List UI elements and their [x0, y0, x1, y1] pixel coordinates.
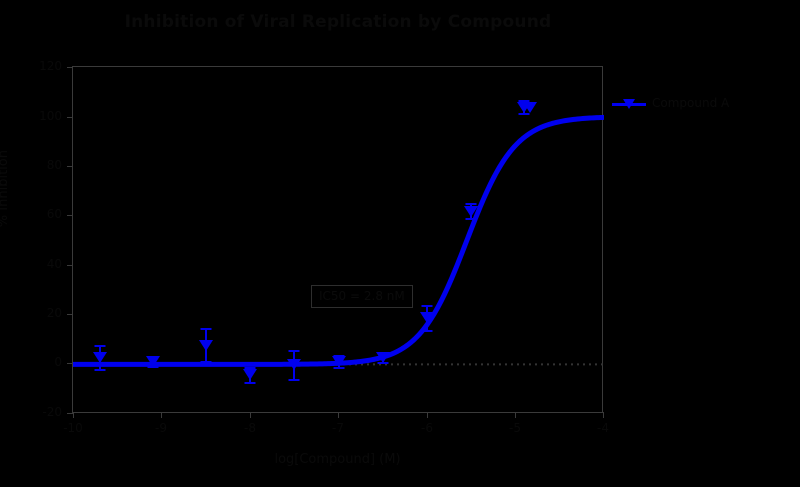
x-axis-tick: -5 — [509, 412, 521, 435]
triangle-down-icon — [331, 355, 346, 367]
error-bar-cap — [288, 379, 300, 382]
error-bar-cap — [94, 369, 106, 372]
error-bar-cap — [421, 329, 433, 332]
y-axis-tick: 20 — [47, 306, 73, 320]
x-axis-label: log[Compound] (M) — [274, 452, 401, 467]
y-tick-label: 120 — [39, 59, 62, 73]
y-axis-label: % Inhibition — [0, 150, 11, 227]
y-axis-tick: -20 — [42, 405, 73, 419]
triangle-down-icon — [92, 351, 107, 363]
error-bar-cap — [518, 100, 530, 103]
y-tick-label: 60 — [46, 207, 62, 221]
triangle-down-icon — [243, 369, 257, 381]
error-bar-cap — [421, 304, 433, 307]
y-tick-label: 100 — [39, 109, 62, 123]
chart-title: Inhibition of Viral Replication by Compo… — [124, 12, 552, 32]
x-tick-label: -7 — [332, 421, 344, 435]
triangle-down-icon — [523, 101, 538, 113]
triangle-down-icon — [145, 355, 160, 367]
error-bar-cap — [244, 381, 256, 384]
x-axis-tick: -7 — [332, 412, 344, 435]
y-tick-label: 0 — [54, 355, 62, 369]
legend-entry-label: Compound A — [652, 96, 730, 110]
y-axis-tick: 40 — [47, 257, 73, 271]
y-tick-label: -20 — [42, 405, 62, 419]
x-tick-label: -8 — [244, 421, 256, 435]
y-tick-label: 40 — [46, 257, 62, 271]
error-bar-cap — [288, 349, 300, 352]
x-axis-tick: -4 — [597, 412, 609, 435]
x-axis-tick: -8 — [244, 412, 256, 435]
legend-marker-icon — [612, 96, 646, 112]
error-bar-cap — [333, 354, 344, 357]
y-tick-label: 80 — [46, 158, 62, 172]
error-bar-cap — [94, 344, 106, 347]
y-axis-tick: 120 — [39, 59, 73, 73]
x-axis-tick: -6 — [421, 412, 433, 435]
chart-legend: Compound A — [612, 96, 729, 112]
error-bar-cap — [518, 112, 530, 115]
triangle-down-icon — [375, 351, 390, 363]
y-tick-label: 20 — [46, 306, 62, 320]
ic50-annotation: IC50 = 2.8 nM — [311, 285, 413, 308]
error-bar-cap — [200, 328, 212, 331]
sigmoid-fit-curve — [73, 114, 604, 367]
error-bar-cap — [465, 218, 477, 221]
y-axis-tick: 0 — [54, 355, 73, 369]
error-bar-cap — [465, 203, 477, 206]
triangle-down-icon — [198, 339, 213, 351]
x-tick-label: -4 — [597, 421, 609, 435]
error-bar-cap — [200, 360, 212, 363]
y-axis-tick: 60 — [47, 207, 73, 221]
x-tick-label: -10 — [63, 421, 83, 435]
error-bar-cap — [244, 366, 256, 369]
x-axis-tick: -10 — [63, 412, 83, 435]
x-tick-label: -9 — [155, 421, 167, 435]
error-bar-cap — [333, 366, 344, 369]
plot-area: -20 0 20 40 60 80 100 120 -10 -9 - — [39, 59, 609, 435]
y-axis-tick: 80 — [47, 158, 73, 172]
x-tick-label: -5 — [509, 421, 521, 435]
triangle-down-icon — [623, 99, 635, 109]
x-axis-tick: -9 — [155, 412, 167, 435]
triangle-down-icon — [287, 359, 302, 371]
x-tick-label: -6 — [421, 421, 433, 435]
triangle-down-icon — [420, 312, 434, 324]
triangle-down-icon — [464, 205, 479, 217]
y-axis-tick: 100 — [39, 109, 73, 123]
